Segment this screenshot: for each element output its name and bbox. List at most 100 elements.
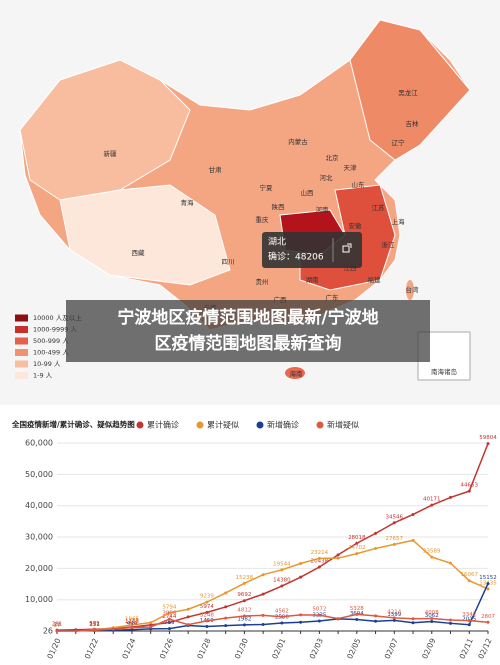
- province-label: 甘肃: [209, 165, 223, 174]
- line: [56, 583, 489, 632]
- x-tick-label: 02/12: [476, 637, 493, 661]
- point: [130, 623, 134, 627]
- map: 南海诸岛 新疆 西藏 青海 甘肃 内蒙古 黑龙江 吉林 辽宁 北京 天津 河北 …: [15, 20, 471, 381]
- province-labels: 新疆 西藏 青海 甘肃 内蒙古 黑龙江 吉林 辽宁 北京 天津 河北 山西 宁夏…: [104, 88, 420, 378]
- province-label: 贵州: [256, 277, 269, 286]
- data-label: 23214: [311, 550, 329, 556]
- province-label: 山西: [301, 188, 315, 197]
- point: [336, 617, 340, 621]
- point: [449, 495, 453, 499]
- point: [261, 573, 265, 577]
- point: [242, 614, 246, 618]
- data-label: 15152: [479, 575, 497, 581]
- data-label: 571: [89, 621, 100, 627]
- point: [411, 512, 415, 516]
- point: [167, 620, 171, 624]
- region: [19, 59, 191, 201]
- point: [374, 546, 378, 550]
- chart: 全国疫情新增/累计确诊、疑似趋势图 26 10,000 20,000 30,000 40…: [11, 419, 497, 661]
- point: [205, 619, 209, 623]
- province-label: 台湾: [406, 285, 420, 294]
- point: [299, 562, 303, 566]
- legend-marker: [256, 421, 264, 429]
- point: [449, 621, 453, 625]
- point: [224, 591, 228, 595]
- point: [317, 565, 321, 569]
- x-tick-label: 02/09: [420, 637, 437, 661]
- point: [205, 625, 209, 629]
- province-label: 湖南: [306, 275, 320, 284]
- point: [261, 622, 265, 626]
- point: [186, 615, 190, 619]
- point: [224, 616, 228, 620]
- tooltip-icon[interactable]: [342, 243, 352, 253]
- data-label: 4812: [237, 607, 251, 613]
- point: [186, 607, 190, 611]
- point: [280, 584, 284, 588]
- point: [299, 620, 303, 624]
- point: [317, 619, 321, 623]
- data-label: 28018: [348, 535, 366, 541]
- x-tick-label: 01/20: [45, 637, 62, 661]
- x-tick-label: 02/01: [270, 637, 287, 661]
- data-label: 131: [89, 622, 100, 628]
- point: [280, 568, 284, 572]
- tooltip-box: [262, 232, 362, 268]
- province-label: 重庆: [256, 215, 270, 224]
- overlay-banner: 宁波地区疫情范围地图最新/宁波地 区疫情范围地图最新查询: [66, 300, 430, 362]
- point: [149, 625, 153, 629]
- point: [130, 626, 134, 630]
- data-label: 27: [54, 622, 61, 628]
- x-tick-label: 02/03: [308, 637, 325, 661]
- point: [430, 619, 434, 623]
- province-label: 浙江: [382, 240, 396, 249]
- x-tick-label: 02/05: [345, 637, 362, 661]
- y-tick-label: 60,000: [25, 439, 53, 448]
- point: [392, 542, 396, 546]
- province-label: 西藏: [132, 248, 146, 257]
- province-label: 安徽: [349, 221, 363, 230]
- data-label: 3342: [462, 612, 476, 618]
- point: [430, 503, 434, 507]
- tooltip: 湖北 确诊：48206: [262, 232, 362, 268]
- data-label: 14380: [273, 578, 291, 584]
- data-label: 1982: [237, 616, 251, 622]
- point: [467, 619, 471, 623]
- point: [430, 617, 434, 621]
- line: [56, 539, 489, 632]
- region: [59, 184, 231, 286]
- point: [374, 619, 378, 623]
- point: [449, 618, 453, 622]
- point: [411, 621, 415, 625]
- point: [299, 575, 303, 579]
- data-label: 77: [54, 622, 61, 628]
- legend-marker: [196, 421, 204, 429]
- data-label: 23589: [423, 549, 441, 555]
- data-label: 291: [52, 622, 63, 628]
- point: [449, 561, 453, 565]
- x-tick-label: 01/22: [83, 637, 100, 661]
- province-label: 福建: [368, 275, 382, 284]
- point: [355, 552, 359, 556]
- point: [224, 605, 228, 609]
- y-tick-label: 10,000: [25, 595, 53, 604]
- overlay-line: 宁波地区疫情范围地图最新/宁波地: [117, 308, 379, 328]
- province-label: 四川: [222, 258, 235, 266]
- legend-label: 新增确诊: [267, 420, 299, 430]
- data-label: 3062: [425, 613, 439, 619]
- point: [205, 610, 209, 614]
- region-hainan: [285, 367, 305, 379]
- province-label: 广西: [274, 295, 288, 304]
- point: [374, 531, 378, 535]
- data-label: 40171: [423, 497, 441, 503]
- data-label: 3399: [387, 612, 401, 618]
- data-label: 15238: [236, 575, 254, 581]
- point: [392, 618, 396, 622]
- x-tick-label: 01/28: [195, 637, 212, 661]
- point: [74, 629, 78, 633]
- x-tick-label: 02/11: [458, 637, 475, 661]
- point: [261, 613, 265, 617]
- region-taiwan: [406, 280, 414, 300]
- point: [355, 612, 359, 616]
